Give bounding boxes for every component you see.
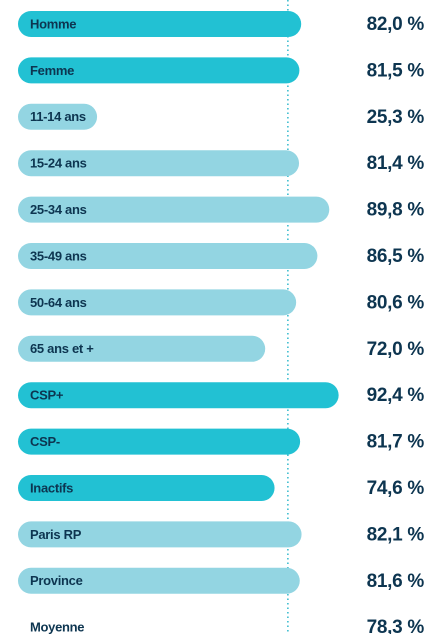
bar	[18, 150, 300, 177]
value-label: 92,4 %	[367, 385, 425, 406]
category-label: Femme	[30, 63, 74, 78]
value-label: 82,1 %	[367, 524, 425, 545]
category-label: 50-64 ans	[30, 295, 87, 310]
category-label: 35-49 ans	[30, 248, 87, 263]
bar	[18, 382, 339, 409]
value-label: 82,0 %	[367, 14, 425, 35]
bar	[18, 521, 302, 548]
category-label: Paris RP	[30, 527, 82, 542]
category-label: CSP-	[30, 434, 60, 449]
value-label: 81,4 %	[367, 153, 425, 174]
value-label: 81,7 %	[367, 432, 425, 453]
value-label: 81,5 %	[367, 60, 425, 81]
bar	[18, 335, 266, 362]
value-label: 80,6 %	[367, 292, 425, 313]
bar	[18, 243, 318, 269]
bar	[18, 567, 300, 594]
average-value: 78,3 %	[367, 617, 425, 634]
category-label: 11-14 ans	[30, 109, 86, 124]
category-label: Province	[30, 573, 83, 588]
bar	[18, 428, 301, 455]
category-label: 15-24 ans	[30, 156, 87, 171]
value-label: 25,3 %	[367, 107, 425, 128]
bar	[18, 103, 98, 130]
average-name: Moyenne	[30, 620, 84, 634]
bar	[18, 11, 302, 37]
category-label: Inactifs	[30, 480, 73, 495]
value-label: 89,8 %	[367, 200, 425, 221]
bar	[18, 57, 300, 84]
value-label: 72,0 %	[367, 339, 425, 360]
value-label: 74,6 %	[367, 478, 425, 499]
value-label: 86,5 %	[367, 246, 425, 267]
bar	[18, 475, 275, 501]
value-label: 81,6 %	[367, 571, 425, 592]
category-label: Homme	[30, 16, 76, 31]
category-label: 25-34 ans	[30, 202, 87, 217]
category-label: CSP+	[30, 388, 64, 403]
bar	[18, 289, 297, 316]
bar	[18, 196, 330, 223]
category-label: 65 ans et +	[30, 341, 94, 356]
